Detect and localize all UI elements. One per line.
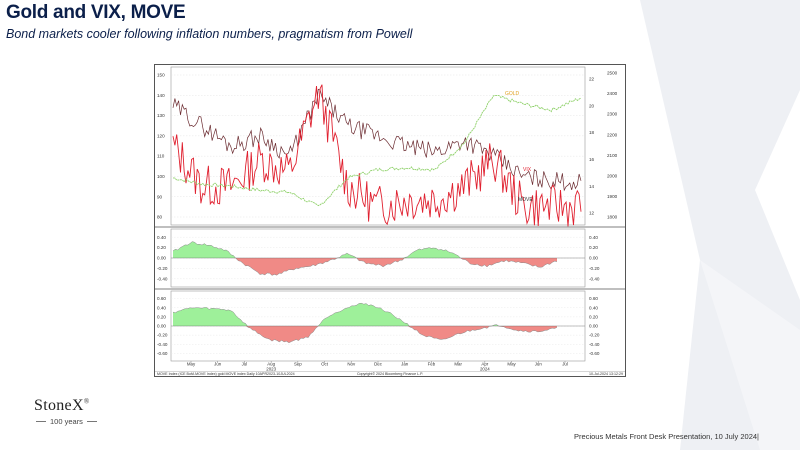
corr2-right-tick: -0.60: [589, 351, 600, 356]
corr2-left-tick: 0.60: [157, 296, 166, 301]
corr1-left-tick: 0.20: [157, 245, 166, 250]
move-series-label: MOVE: [518, 197, 533, 203]
page-subtitle: Bond markets cooler following inflation …: [6, 27, 413, 41]
x-axis-month-label: Jun: [214, 362, 222, 367]
x-axis-month-label: Dec: [374, 362, 383, 367]
corr2-left-tick: 0.40: [157, 305, 166, 310]
brand-name: StoneX: [34, 397, 84, 414]
corr2-left-tick: 0.00: [157, 324, 166, 329]
corr2-positive-area: [173, 303, 557, 326]
page-title: Gold and VIX, MOVE: [6, 2, 186, 23]
vix-series-label: VIX: [523, 167, 532, 173]
x-axis-year-label: 2024: [480, 367, 490, 372]
bloomberg-chart: 80 90 100 110 120 130 140 150 12 14 16 18 20 22 1800 19…: [154, 64, 626, 377]
right-outer-axis-tick: 1800: [607, 215, 618, 220]
corr1-left-tick: -0.20: [157, 266, 168, 271]
corr2-negative-area: [173, 326, 557, 343]
gold-series-line: [172, 94, 582, 207]
left-axis-tick: 90: [157, 194, 163, 199]
corr2-right-tick: -0.40: [589, 342, 600, 347]
chart-footer-left: MOVE Index (ICE BofA MOVE Index) gold MO…: [157, 372, 295, 376]
corr2-right-tick: 0.60: [589, 296, 598, 301]
corr1-right-tick: 0.20: [589, 245, 598, 250]
left-axis-tick: 120: [157, 133, 165, 138]
move-series-line: [172, 88, 582, 192]
x-axis-month-label: Jan: [401, 362, 409, 367]
corr1-right-tick: 0.40: [589, 235, 598, 240]
x-axis-month-label: May: [187, 362, 196, 367]
main-panel-border: [170, 66, 586, 226]
x-axis-month-label: Feb: [428, 362, 436, 367]
right-outer-axis-tick: 2300: [607, 112, 618, 117]
right-inner-axis-tick: 20: [589, 103, 595, 108]
x-axis-month-label: Jul: [562, 362, 568, 367]
chart-footer-center: Copyright© 2024 Bloomberg Finance L.P.: [357, 372, 423, 376]
gold-series-label: GOLD: [505, 91, 520, 97]
x-axis-month-label: Aug: [267, 362, 275, 367]
x-axis-month-label: May: [507, 362, 516, 367]
right-inner-axis-tick: 12: [589, 211, 595, 216]
tagline-dash-left: [36, 421, 46, 422]
right-outer-axis-tick: 2100: [607, 153, 618, 158]
right-outer-axis-tick: 2000: [607, 173, 618, 178]
vix-series-line: [172, 84, 582, 227]
right-inner-axis-tick: 16: [589, 157, 595, 162]
corr1-right-tick: -0.40: [589, 276, 600, 281]
x-axis-month-label: Jun: [535, 362, 543, 367]
x-axis-month-label: Sep: [294, 362, 302, 367]
chart-svg: 80 90 100 110 120 130 140 150 12 14 16 18 20 22 1800 19…: [155, 66, 625, 376]
tagline-dash-right: [86, 421, 97, 422]
x-axis-month-label: Apr: [481, 362, 488, 367]
left-axis-tick: 100: [157, 174, 165, 179]
x-axis-month-label: Nov: [347, 362, 356, 367]
corr1-line: [172, 241, 558, 276]
left-axis-tick: 80: [157, 215, 163, 220]
left-axis-tick: 130: [157, 113, 165, 118]
corr1-left-tick: 0.40: [157, 235, 166, 240]
corr2-line: [172, 302, 558, 344]
brand-tagline: 100 years: [50, 417, 83, 426]
corr2-right-tick: -0.20: [589, 333, 600, 338]
corr1-positive-area: [173, 241, 557, 258]
stonex-logo: StoneX® 100 years: [34, 397, 97, 426]
corr1-right-tick: 0.00: [589, 256, 598, 261]
right-outer-axis-tick: 2200: [607, 132, 618, 137]
x-axis-month-label: Jul: [242, 362, 248, 367]
corr2-left-tick: -0.40: [157, 342, 168, 347]
right-inner-axis-tick: 22: [589, 77, 595, 82]
corr2-right-tick: 0.40: [589, 305, 598, 310]
x-axis-year-label: 2023: [266, 367, 276, 372]
corr2-left-tick: -0.20: [157, 333, 168, 338]
left-axis-tick: 110: [157, 154, 165, 159]
right-outer-axis-tick: 1900: [607, 194, 618, 199]
right-outer-axis-tick: 2400: [607, 91, 618, 96]
corr2-left-tick: 0.20: [157, 314, 166, 319]
presentation-footer: Precious Metals Front Desk Presentation,…: [574, 432, 759, 441]
right-inner-axis-tick: 18: [589, 130, 595, 135]
corr2-right-tick: 0.00: [589, 324, 598, 329]
right-inner-axis-tick: 14: [589, 184, 595, 189]
x-axis-month-label: Oct: [321, 362, 329, 367]
corr1-right-tick: -0.20: [589, 266, 600, 271]
left-axis-tick: 150: [157, 73, 165, 78]
x-axis-month-label: Mar: [454, 362, 462, 367]
corr2-right-tick: 0.20: [589, 314, 598, 319]
corr1-negative-area: [173, 258, 557, 276]
chart-footer-right: 10-Jul-2024 13:12:29: [589, 372, 623, 376]
right-outer-axis-tick: 2500: [607, 71, 618, 76]
corr1-left-tick: -0.40: [157, 276, 168, 281]
corr2-left-tick: -0.60: [157, 351, 168, 356]
corr1-left-tick: 0.00: [157, 256, 166, 261]
left-axis-tick: 140: [157, 93, 165, 98]
